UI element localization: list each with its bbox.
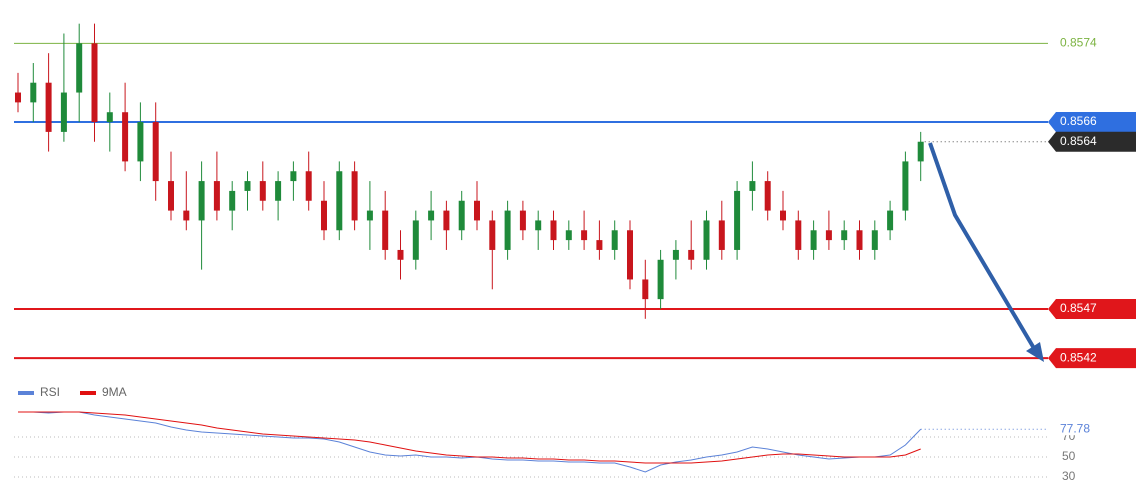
candle-body [91,43,98,123]
candle-body [213,181,220,211]
candle-body [244,181,251,191]
candle-body [780,210,786,221]
candle-body [45,82,52,132]
y-tick-label: 30 [1062,469,1076,483]
arrow-line [928,142,1037,352]
candle-body [229,190,236,211]
candle-body [275,181,282,201]
candle-body [642,279,649,300]
candle-body [749,181,756,191]
candle-body [887,210,894,231]
series-line [18,411,922,473]
arrow-head [1026,342,1044,362]
candle-body [183,210,190,221]
forecast-arrow [928,142,1044,362]
candle-body [688,249,695,260]
candle-body [15,92,21,103]
candle-body [810,230,817,250]
level-label-box [1048,348,1136,369]
level-label-box [1048,112,1136,133]
candle-body [290,171,297,182]
candle-body [611,230,618,250]
level-label: 0.8566 [1060,114,1097,128]
candle-body [351,171,358,221]
candle-body [443,210,450,231]
last-price-label: 0.8564 [1060,134,1097,148]
candle-body [321,200,327,231]
level-label: 0.8547 [1060,301,1097,315]
candle-body [168,181,174,211]
candle-body [60,92,67,132]
candle-body [489,220,496,250]
candle-body [565,230,572,241]
series-line [18,411,921,464]
candle-body [627,230,633,280]
candle-body [718,220,725,250]
level-label: 0.8542 [1060,350,1097,364]
candle-body [30,82,37,103]
last-rsi-label: 77.78 [1060,421,1090,435]
candle-body [672,249,679,260]
candle-body [504,210,511,250]
candle-body [458,200,465,231]
candle-body [137,122,144,162]
candle-body [841,230,848,241]
candle-body [917,141,924,162]
candle-body [152,122,159,182]
candle-body [581,230,588,241]
last-rsi-bg [1056,422,1104,436]
candle-body [474,200,480,221]
level-label: 0.8574 [1060,36,1097,50]
candle-body [76,43,83,93]
candle-body [734,190,741,250]
candle-body [764,181,771,211]
legend-label: RSI [40,385,60,399]
level-label-box [1048,298,1136,319]
candle-body [657,259,664,300]
candle-body [106,112,113,123]
candle-body [305,171,312,201]
candle-body [871,230,878,250]
candle-body [795,220,802,250]
candle-body [703,220,710,260]
candle-body [856,230,863,250]
candle-body [259,181,266,201]
candle-body [825,230,832,241]
candle-body [428,210,435,221]
candle-body [366,210,373,221]
candle-body [550,220,557,241]
candle-body [412,220,419,260]
candle-body [198,181,205,221]
legend-label: 9MA [102,385,127,399]
candle-body [397,249,404,260]
candle-body [535,220,542,231]
candle-body [596,240,603,250]
y-tick-label: 50 [1062,449,1076,463]
candle-body [519,210,526,231]
last-price-box [1048,131,1136,152]
candle-body [902,161,909,211]
candle-body [122,112,129,162]
candle-body [336,171,343,231]
candle-body [382,210,389,250]
